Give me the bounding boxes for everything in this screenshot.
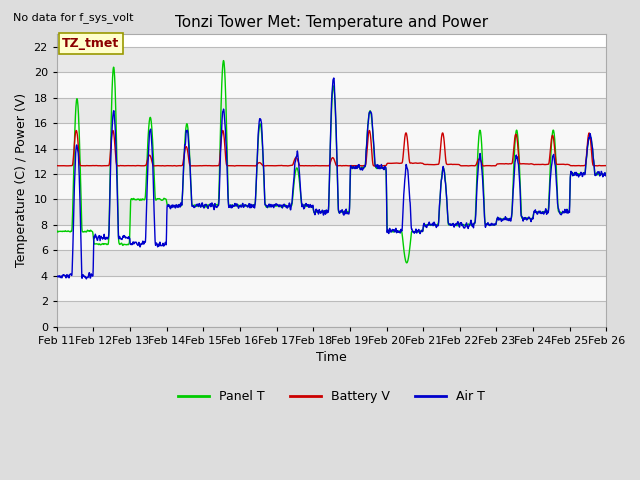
Y-axis label: Temperature (C) / Power (V): Temperature (C) / Power (V) bbox=[15, 93, 28, 267]
Bar bbox=[57, 225, 606, 251]
Text: No data for f_sys_volt: No data for f_sys_volt bbox=[13, 12, 133, 23]
Bar bbox=[57, 276, 606, 301]
Bar bbox=[57, 148, 606, 174]
Bar bbox=[57, 174, 606, 200]
Bar bbox=[57, 200, 606, 225]
Bar bbox=[57, 97, 606, 123]
Bar bbox=[57, 72, 606, 97]
Title: Tonzi Tower Met: Temperature and Power: Tonzi Tower Met: Temperature and Power bbox=[175, 15, 488, 30]
X-axis label: Time: Time bbox=[316, 351, 347, 364]
Bar bbox=[57, 301, 606, 327]
Text: TZ_tmet: TZ_tmet bbox=[62, 37, 120, 50]
Bar bbox=[57, 47, 606, 72]
Bar bbox=[57, 251, 606, 276]
Bar bbox=[57, 123, 606, 148]
Legend: Panel T, Battery V, Air T: Panel T, Battery V, Air T bbox=[173, 385, 490, 408]
